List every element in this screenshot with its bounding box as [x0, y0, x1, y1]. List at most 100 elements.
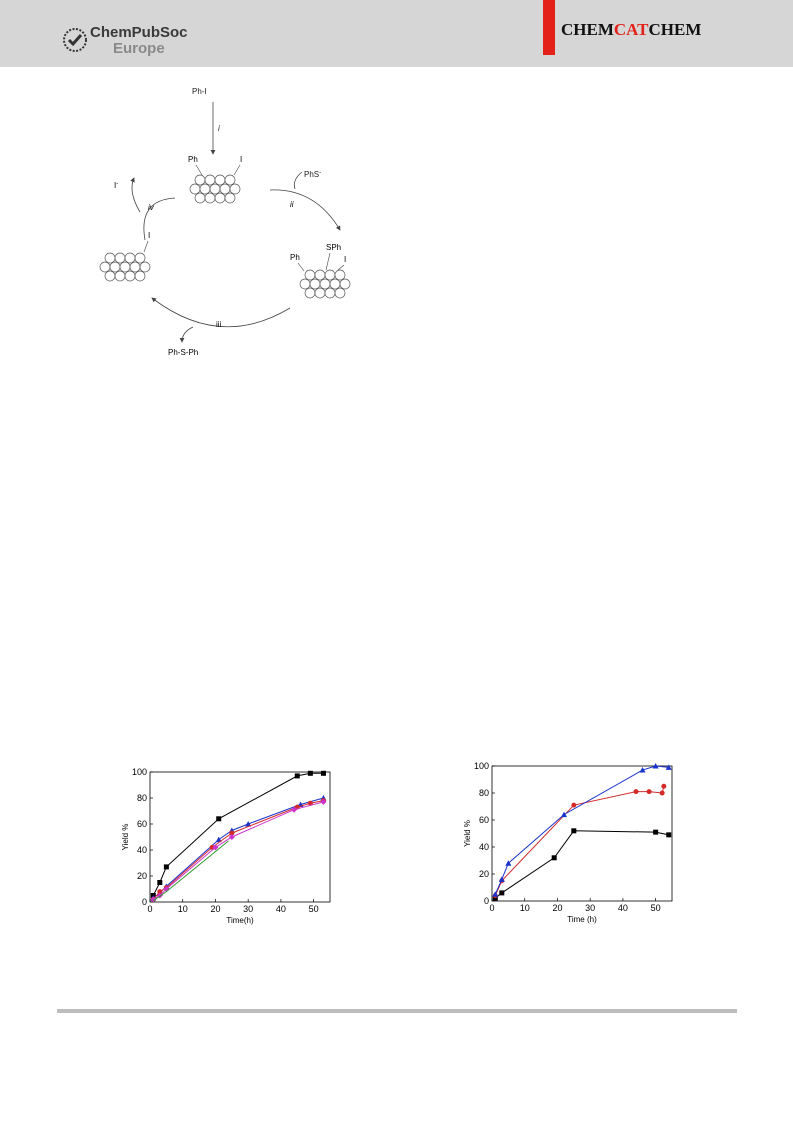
bond	[143, 240, 149, 253]
plot-frame	[149, 771, 331, 903]
data-point	[653, 829, 659, 835]
y-tick-label: 0	[142, 897, 147, 907]
data-point	[320, 798, 327, 805]
atom	[189, 183, 201, 195]
product-bottom: Ph-S-Ph	[168, 348, 198, 357]
reagent-right-text: PhS	[304, 170, 319, 179]
atom	[119, 261, 131, 273]
y-tick-label: 80	[479, 788, 489, 798]
x-tick-label: 20	[210, 904, 220, 914]
arrow-iii-exit	[179, 326, 194, 343]
bond	[297, 262, 305, 272]
data-point	[291, 806, 297, 813]
data-point	[215, 836, 222, 843]
data-point	[551, 855, 557, 861]
atom	[309, 278, 321, 290]
reagent-top: Ph-I	[192, 87, 207, 96]
atom	[204, 192, 216, 204]
publisher-name: ChemPubSoc	[90, 24, 188, 41]
series-line	[152, 840, 229, 902]
step-iii-label: iii	[216, 320, 222, 329]
atom	[99, 261, 111, 273]
atom	[104, 270, 116, 282]
y-tick-label: 20	[137, 871, 147, 881]
x-axis-label: Time (h)	[567, 915, 597, 924]
journal-accent-bar	[543, 0, 555, 55]
atom	[334, 287, 346, 299]
atom	[129, 261, 141, 273]
atom	[124, 270, 136, 282]
data-point	[228, 834, 235, 840]
series-line	[153, 801, 324, 900]
y-axis-label: Yield %	[121, 824, 130, 851]
arrow-ii-entry	[293, 171, 303, 190]
data-point	[307, 800, 313, 806]
reagent-right: PhS-	[304, 170, 321, 179]
journal-title-part: CAT	[613, 20, 649, 39]
data-point	[499, 890, 505, 896]
atom	[319, 278, 331, 290]
page-header: ChemPubSoc Europe CHEMCATCHEM	[0, 0, 793, 67]
atom	[194, 174, 206, 186]
publisher-logo: ChemPubSoc Europe	[62, 24, 212, 58]
atom	[204, 174, 216, 186]
atom	[314, 269, 326, 281]
arrow-iv-exit	[130, 177, 141, 213]
atom	[134, 270, 146, 282]
x-tick-label: 20	[552, 903, 562, 913]
y-tick-label: 100	[474, 761, 489, 771]
footer-rule	[57, 1009, 737, 1013]
data-point	[633, 789, 639, 795]
data-point	[661, 783, 667, 789]
data-point	[245, 821, 252, 827]
journal-title-part: CHEM	[561, 20, 614, 39]
data-point	[571, 802, 577, 808]
y-tick-label: 40	[137, 845, 147, 855]
atom	[194, 192, 206, 204]
cluster-top-label: I	[240, 155, 242, 164]
data-point	[561, 811, 567, 818]
y-tick-label: 40	[479, 842, 489, 852]
data-point	[163, 864, 169, 870]
data-point	[665, 764, 672, 770]
x-tick-label: 0	[489, 903, 494, 913]
data-point	[150, 896, 157, 903]
atom	[104, 252, 116, 264]
x-tick-label: 30	[585, 903, 595, 913]
atom	[224, 192, 236, 204]
x-tick-label: 30	[243, 904, 253, 914]
atom	[304, 269, 316, 281]
product-left-text: I	[114, 181, 116, 190]
atom	[219, 183, 231, 195]
data-point	[320, 770, 326, 776]
data-point	[666, 832, 672, 838]
atom	[324, 287, 336, 299]
arrow-ii	[269, 189, 341, 231]
data-point	[646, 789, 652, 795]
step-i-label: i	[218, 124, 220, 133]
data-point	[156, 892, 163, 899]
data-point	[307, 770, 313, 776]
x-tick-label: 0	[147, 904, 152, 914]
data-point	[659, 790, 665, 796]
series-line	[152, 797, 324, 899]
atom	[214, 192, 226, 204]
atom	[304, 287, 316, 299]
data-point	[571, 828, 577, 834]
cluster-left-label: I	[148, 231, 150, 240]
bond	[233, 164, 241, 176]
atom	[139, 261, 151, 273]
journal-title-part: CHEM	[648, 20, 702, 39]
series-line	[152, 800, 324, 900]
x-tick-label: 10	[178, 904, 188, 914]
publisher-sub: Europe	[113, 40, 165, 57]
y-axis-label: Yield %	[463, 820, 472, 847]
bond	[325, 252, 331, 271]
step-iv-label: iv	[148, 203, 155, 212]
y-tick-label: 0	[484, 896, 489, 906]
data-point	[639, 767, 646, 773]
cluster-right-label: Ph	[290, 253, 300, 262]
atom	[214, 174, 226, 186]
cluster-right-label: I	[344, 255, 346, 264]
y-tick-label: 100	[132, 767, 147, 777]
